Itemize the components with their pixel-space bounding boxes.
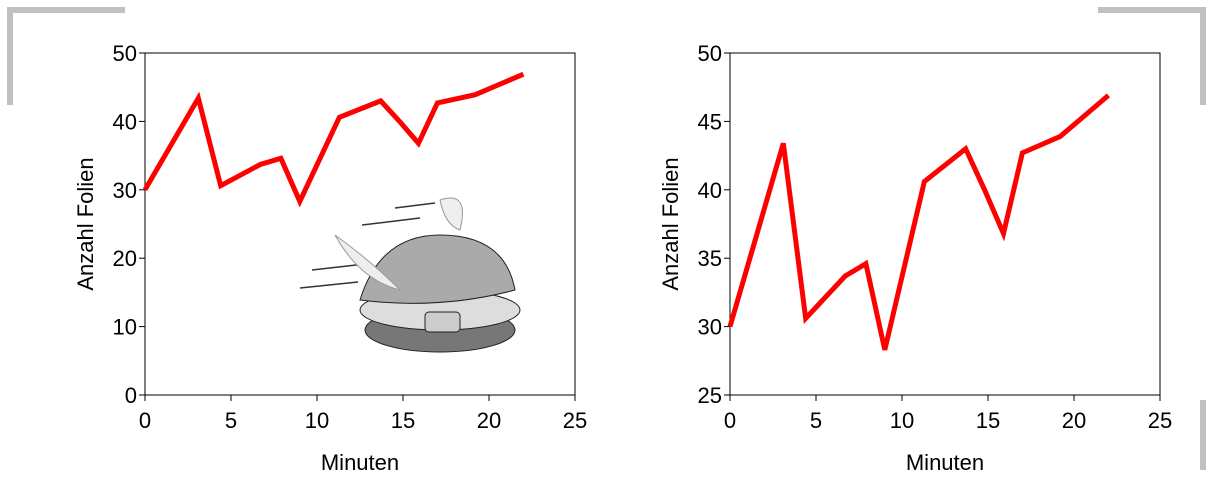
- y-tick-label: 10: [113, 315, 137, 340]
- x-tick-label: 5: [810, 408, 822, 433]
- chart: 25 30 35 40 45 50 0 5 10 15 20 25 Minuten Anzahl Foli…: [658, 41, 1172, 475]
- y-tick-label: 0: [125, 383, 137, 408]
- y-tick-label: 45: [698, 109, 722, 134]
- x-tick-label: 0: [139, 408, 151, 433]
- x-tick-label: 10: [305, 408, 329, 433]
- x-tick-label: 10: [890, 408, 914, 433]
- x-tick-label: 20: [477, 408, 501, 433]
- clip-art-burger: [300, 198, 520, 352]
- x-tick-label: 25: [563, 408, 587, 433]
- y-tick-label: 30: [113, 178, 137, 203]
- chart: 0 10 20 30 40 50 0 5 10 15 20 25 Minuten Anzahl Folie…: [73, 41, 587, 475]
- y-tick-label: 40: [113, 109, 137, 134]
- y-tick-label: 30: [698, 315, 722, 340]
- plot-frame: [145, 53, 575, 395]
- y-tick-label: 25: [698, 383, 722, 408]
- page: 010203040500510152025MinutenAnzahl Folie…: [0, 0, 1210, 495]
- x-axis-label: Minuten: [321, 450, 399, 475]
- x-axis-label: Minuten: [906, 450, 984, 475]
- decor: [10, 10, 1203, 470]
- y-axis-label: Anzahl Folien: [73, 157, 98, 290]
- x-tick-label: 20: [1062, 408, 1086, 433]
- x-tick-label: 25: [1148, 408, 1172, 433]
- y-tick-label: 20: [113, 246, 137, 271]
- data-line: [730, 95, 1108, 349]
- y-tick-label: 40: [698, 178, 722, 203]
- data-line: [145, 74, 523, 201]
- y-tick-label: 50: [113, 41, 137, 66]
- y-axis-label: Anzahl Folien: [658, 157, 683, 290]
- y-tick-label: 35: [698, 246, 722, 271]
- x-tick-label: 5: [225, 408, 237, 433]
- x-tick-label: 15: [976, 408, 1000, 433]
- y-tick-label: 50: [698, 41, 722, 66]
- x-tick-label: 15: [391, 408, 415, 433]
- x-tick-label: 0: [724, 408, 736, 433]
